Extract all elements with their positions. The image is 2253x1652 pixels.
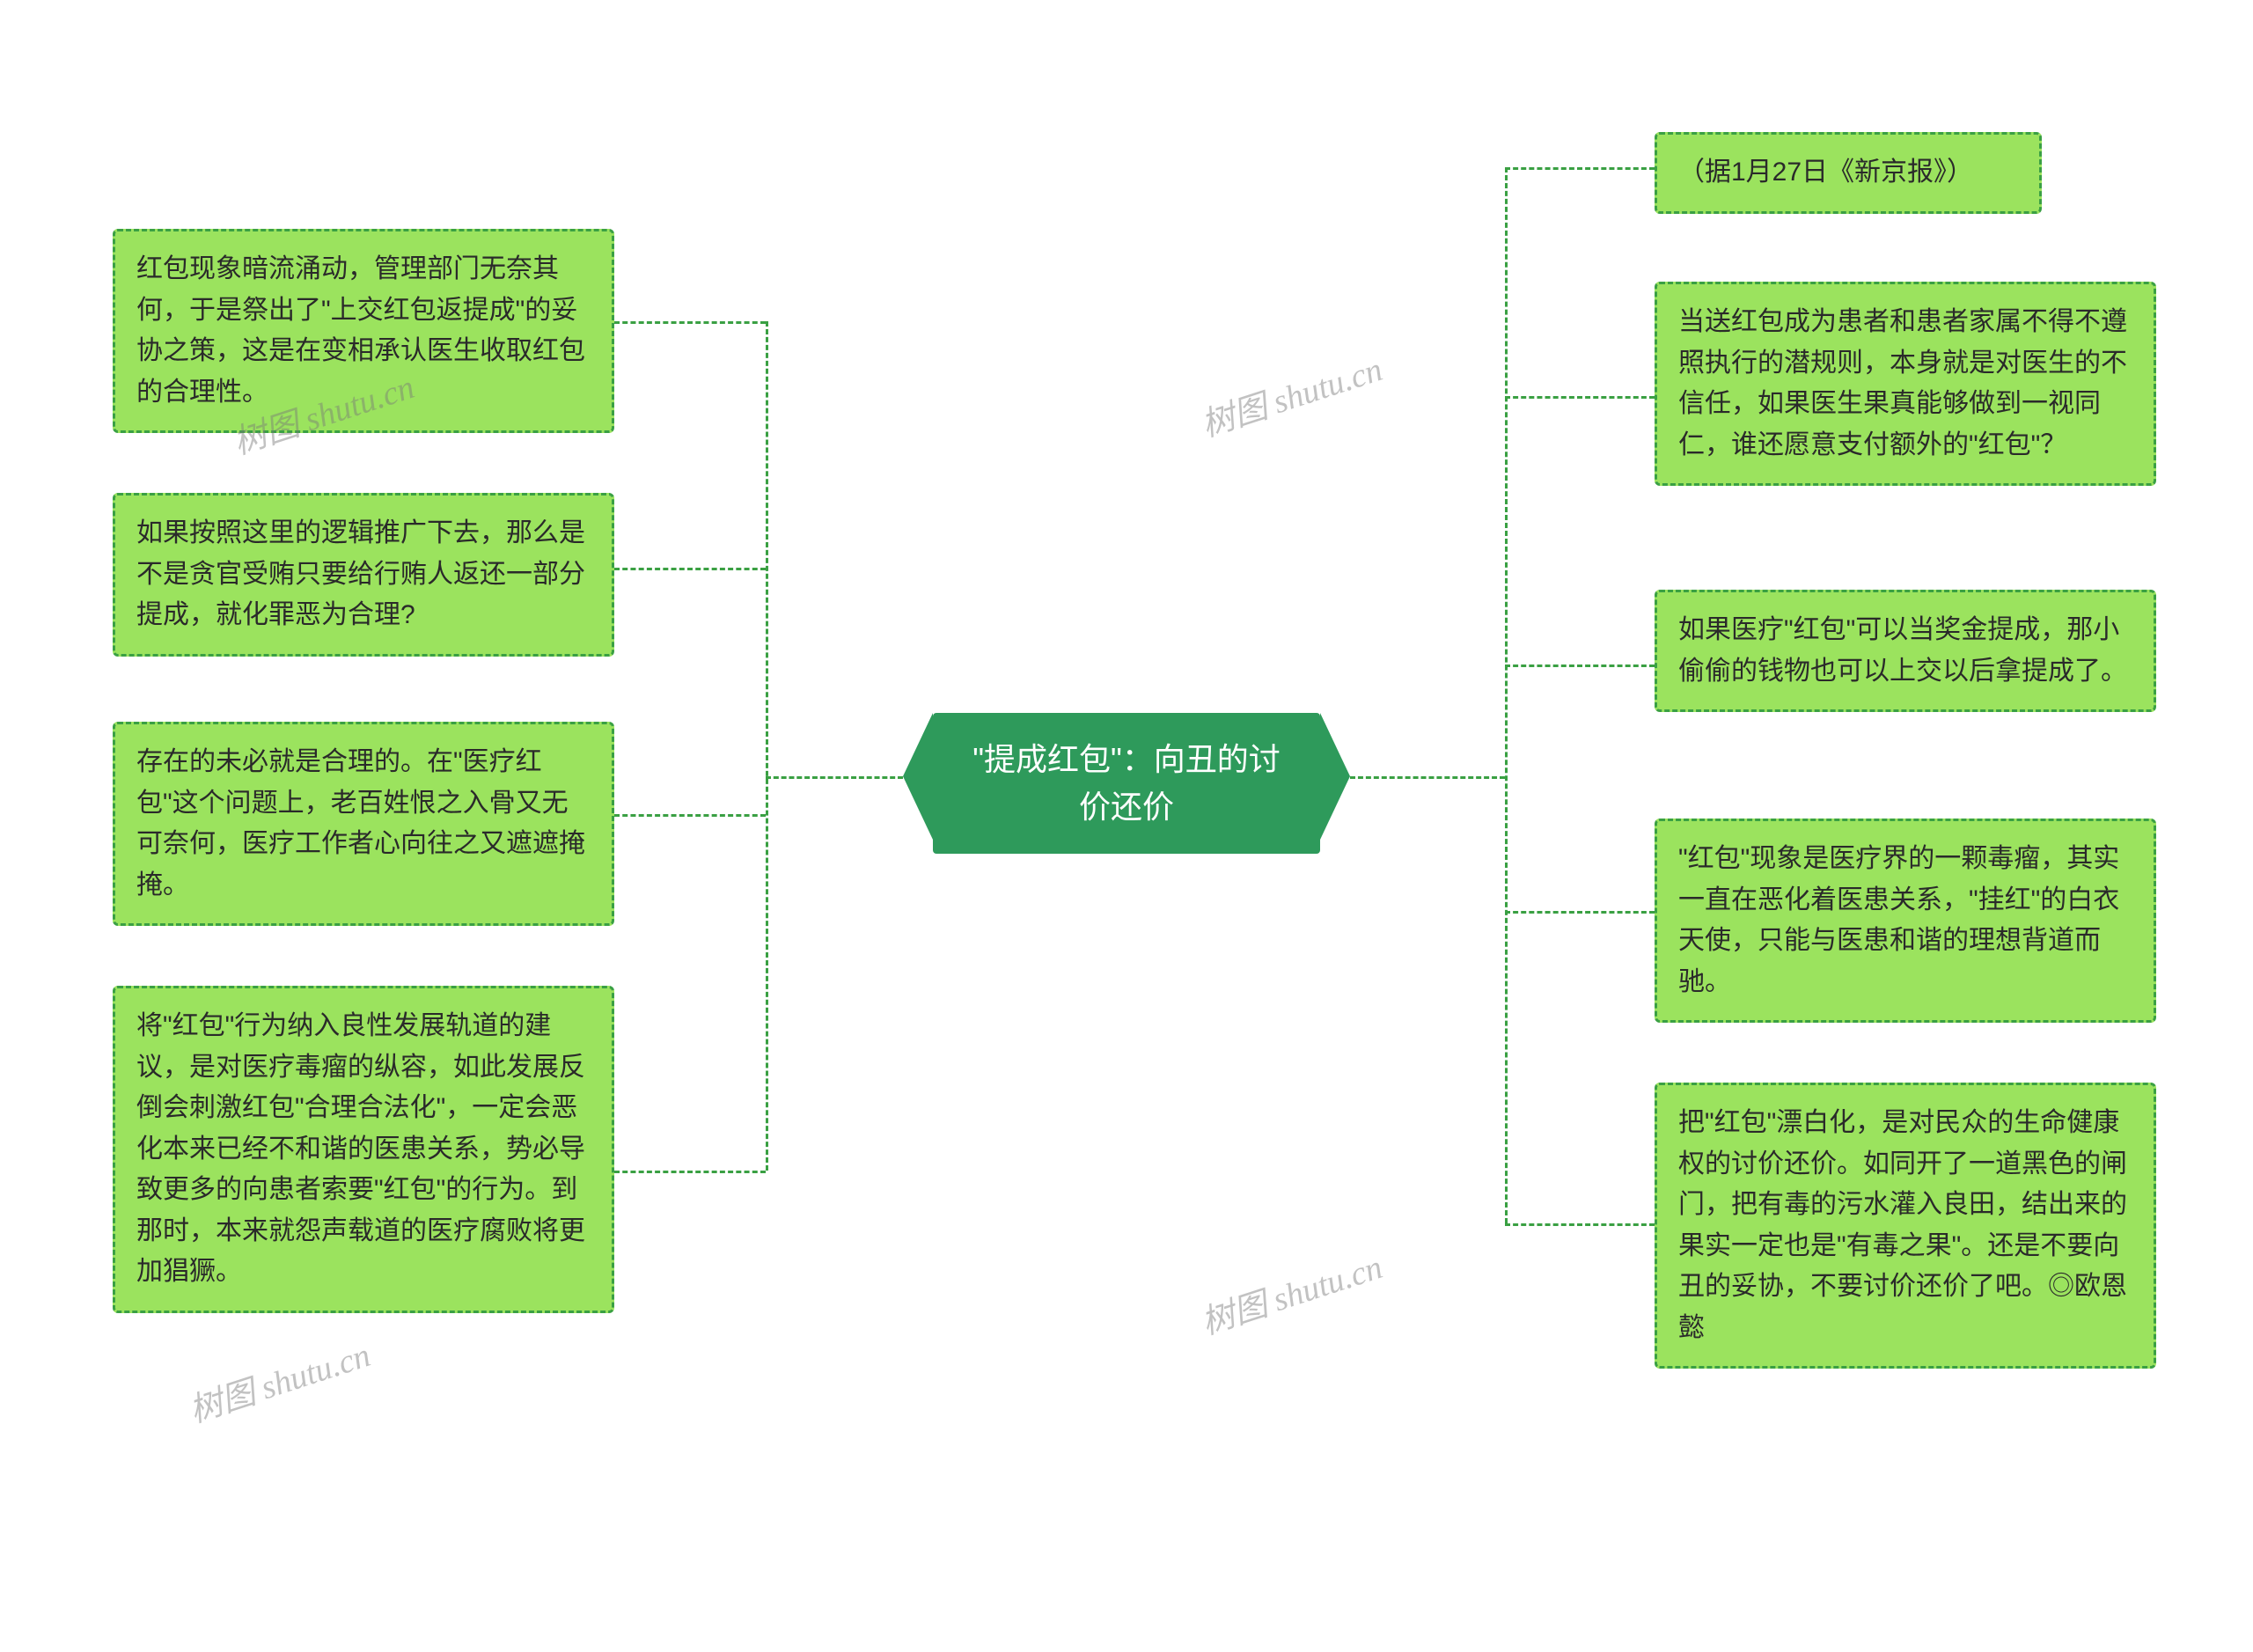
- leaf-text: （据1月27日《新京报》）: [1678, 158, 1973, 187]
- leaf-node-r4[interactable]: "红包"现象是医疗界的一颗毒瘤，其实一直在恶化着医患关系，"挂红"的白衣天使，只…: [1655, 819, 2156, 1023]
- center-node[interactable]: "提成红包"：向丑的讨价还价: [933, 713, 1320, 854]
- connector-l4: [614, 1171, 766, 1173]
- center-node-text: "提成红包"：向丑的讨价还价: [972, 741, 1281, 825]
- connector-left-trunk: [766, 776, 903, 779]
- leaf-text: "红包"现象是医疗界的一颗毒瘤，其实一直在恶化着医患关系，"挂红"的白衣天使，只…: [1678, 844, 2119, 996]
- connector-left-vertical: [766, 321, 768, 1171]
- leaf-node-l1[interactable]: 红包现象暗流涌动，管理部门无奈其何，于是祭出了"上交红包返提成"的妥协之策，这是…: [113, 229, 614, 433]
- connector-r5: [1505, 1223, 1655, 1226]
- leaf-node-r1[interactable]: （据1月27日《新京报》）: [1655, 132, 2042, 214]
- leaf-text: 如果医疗"红包"可以当奖金提成，那小偷偷的钱物也可以上交以后拿提成了。: [1678, 615, 2127, 686]
- leaf-node-l3[interactable]: 存在的未必就是合理的。在"医疗红包"这个问题上，老百姓恨之入骨又无可奈何，医疗工…: [113, 722, 614, 926]
- leaf-node-r2[interactable]: 当送红包成为患者和患者家属不得不遵照执行的潜规则，本身就是对医生的不信任，如果医…: [1655, 282, 2156, 486]
- leaf-text: 将"红包"行为纳入良性发展轨道的建议，是对医疗毒瘤的纵容，如此发展反倒会刺激红包…: [136, 1011, 585, 1286]
- leaf-node-r5[interactable]: 把"红包"漂白化，是对民众的生命健康权的讨价还价。如同开了一道黑色的闸门，把有毒…: [1655, 1083, 2156, 1369]
- leaf-text: 如果按照这里的逻辑推广下去，那么是不是贪官受贿只要给行贿人返还一部分提成，就化罪…: [136, 518, 585, 629]
- leaf-node-l4[interactable]: 将"红包"行为纳入良性发展轨道的建议，是对医疗毒瘤的纵容，如此发展反倒会刺激红包…: [113, 986, 614, 1313]
- watermark: 树图 shutu.cn: [182, 1327, 376, 1431]
- connector-r3: [1505, 664, 1655, 667]
- leaf-node-l2[interactable]: 如果按照这里的逻辑推广下去，那么是不是贪官受贿只要给行贿人返还一部分提成，就化罪…: [113, 493, 614, 657]
- watermark: 树图 shutu.cn: [1194, 341, 1388, 445]
- connector-right-trunk: [1350, 776, 1505, 779]
- connector-r4: [1505, 911, 1655, 914]
- connector-l2: [614, 568, 766, 570]
- leaf-text: 存在的未必就是合理的。在"医疗红包"这个问题上，老百姓恨之入骨又无可奈何，医疗工…: [136, 747, 585, 899]
- connector-l1: [614, 321, 766, 324]
- leaf-text: 红包现象暗流涌动，管理部门无奈其何，于是祭出了"上交红包返提成"的妥协之策，这是…: [136, 254, 585, 407]
- leaf-node-r3[interactable]: 如果医疗"红包"可以当奖金提成，那小偷偷的钱物也可以上交以后拿提成了。: [1655, 590, 2156, 712]
- leaf-text: 当送红包成为患者和患者家属不得不遵照执行的潜规则，本身就是对医生的不信任，如果医…: [1678, 307, 2127, 459]
- connector-right-vertical: [1505, 167, 1508, 1223]
- connector-l3: [614, 814, 766, 817]
- watermark: 树图 shutu.cn: [1194, 1239, 1388, 1343]
- mindmap-canvas: "提成红包"：向丑的讨价还价 红包现象暗流涌动，管理部门无奈其何，于是祭出了"上…: [0, 0, 2253, 1652]
- connector-r1: [1505, 167, 1655, 170]
- connector-r2: [1505, 396, 1655, 399]
- leaf-text: 把"红包"漂白化，是对民众的生命健康权的讨价还价。如同开了一道黑色的闸门，把有毒…: [1678, 1108, 2127, 1342]
